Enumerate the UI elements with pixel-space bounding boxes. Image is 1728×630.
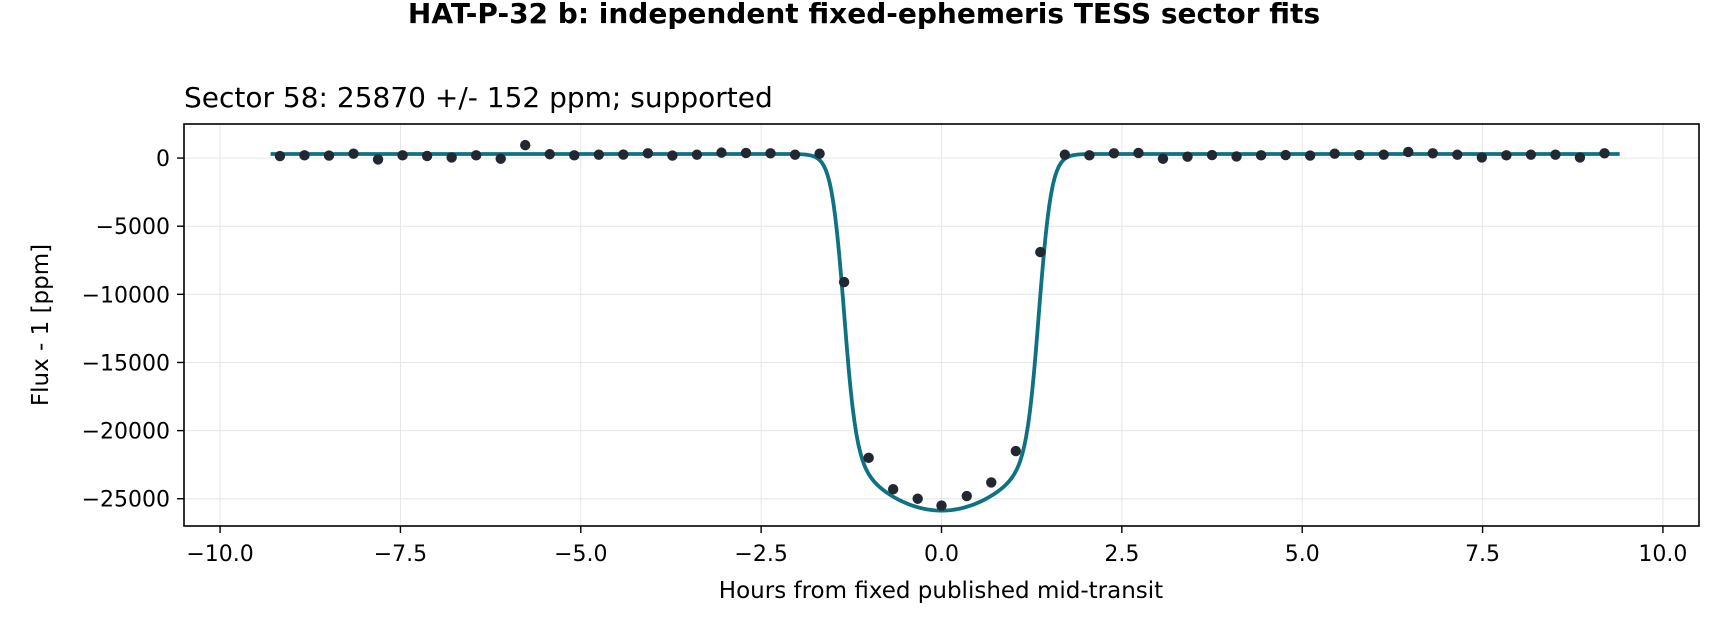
data-point (569, 150, 580, 161)
data-point (1108, 148, 1120, 159)
data-point (1452, 149, 1463, 160)
x-tick-label: 0.0 (924, 542, 959, 567)
data-point (397, 150, 408, 161)
data-point (765, 148, 776, 159)
data-point (1476, 152, 1488, 163)
x-tick-label: −10.0 (186, 542, 253, 567)
data-point (961, 490, 972, 502)
x-tick-label: −5.0 (554, 542, 607, 567)
data-point (887, 484, 899, 495)
data-point (667, 150, 678, 161)
data-point (1084, 150, 1095, 161)
data-point (1280, 149, 1291, 161)
data-point (1255, 150, 1267, 161)
x-tick-label: 10.0 (1638, 542, 1687, 567)
data-point (446, 152, 457, 163)
data-point (1427, 148, 1438, 159)
data-point (593, 149, 605, 160)
x-axis: −10.0 −7.5 −5.0 −2.5 0.0 2.5 5.0 7.5 10.0 (186, 526, 1687, 567)
x-axis-label: Hours from fixed published mid-transit (719, 578, 1163, 604)
data-point (1035, 246, 1046, 258)
data-point (1525, 149, 1537, 160)
data-point (1550, 149, 1561, 160)
data-point (936, 500, 947, 511)
y-tick-label: −15000 (82, 351, 170, 376)
y-tick-label: −5000 (96, 215, 170, 240)
data-point (1354, 149, 1365, 161)
axes-title: Sector 58: 25870 +/- 152 ppm; supported (184, 81, 773, 114)
data-point (348, 148, 359, 159)
data-point (1206, 149, 1218, 161)
data-point (520, 139, 531, 151)
data-point (1133, 147, 1144, 159)
data-point (544, 149, 555, 160)
data-point (716, 147, 727, 158)
x-tick-label: 5.0 (1285, 542, 1320, 567)
y-tick-label: −20000 (82, 420, 170, 445)
y-tick-label: −10000 (82, 283, 170, 308)
x-tick-label: −2.5 (734, 542, 787, 567)
data-point (618, 149, 629, 160)
model-layer (270, 152, 1620, 513)
x-tick-label: 7.5 (1465, 542, 1500, 567)
figure-suptitle: HAT-P-32 b: independent fixed-ephemeris … (408, 0, 1320, 30)
data-point (299, 150, 310, 161)
data-point (1010, 445, 1022, 457)
grid (184, 124, 1699, 526)
y-axis: 0 −5000 −10000 −15000 −20000 −25000 (82, 147, 184, 513)
data-point (789, 149, 801, 160)
data-point (1157, 153, 1169, 164)
x-tick-label: 2.5 (1104, 542, 1139, 567)
x-tick-label: −7.5 (374, 542, 427, 567)
data-point (1599, 148, 1610, 159)
data-point (863, 452, 874, 464)
y-tick-label: −25000 (82, 488, 170, 513)
data-point (1304, 150, 1316, 161)
data-point (1059, 149, 1071, 160)
data-point (1182, 151, 1193, 162)
data-point (470, 150, 482, 161)
data-point (838, 276, 850, 288)
data-point (1329, 148, 1340, 159)
data-point (912, 493, 923, 504)
data-point (495, 153, 506, 164)
transit-model-line (270, 152, 1620, 513)
data-point (274, 150, 286, 162)
y-tick-label: 0 (156, 147, 170, 172)
data-point (1378, 149, 1389, 160)
data-point (691, 149, 703, 160)
data-point (1501, 150, 1512, 161)
y-axis-label: Flux - 1 [ppm] (28, 244, 54, 406)
data-point (323, 150, 335, 161)
data-point (814, 148, 825, 159)
data-point (642, 148, 654, 159)
data-point (1403, 146, 1414, 158)
data-point (1574, 152, 1586, 163)
data-point (740, 147, 752, 159)
data-point (421, 150, 433, 162)
data-points-layer (274, 139, 1610, 511)
data-point (372, 154, 384, 165)
data-point (986, 477, 997, 488)
data-point (1231, 151, 1242, 162)
